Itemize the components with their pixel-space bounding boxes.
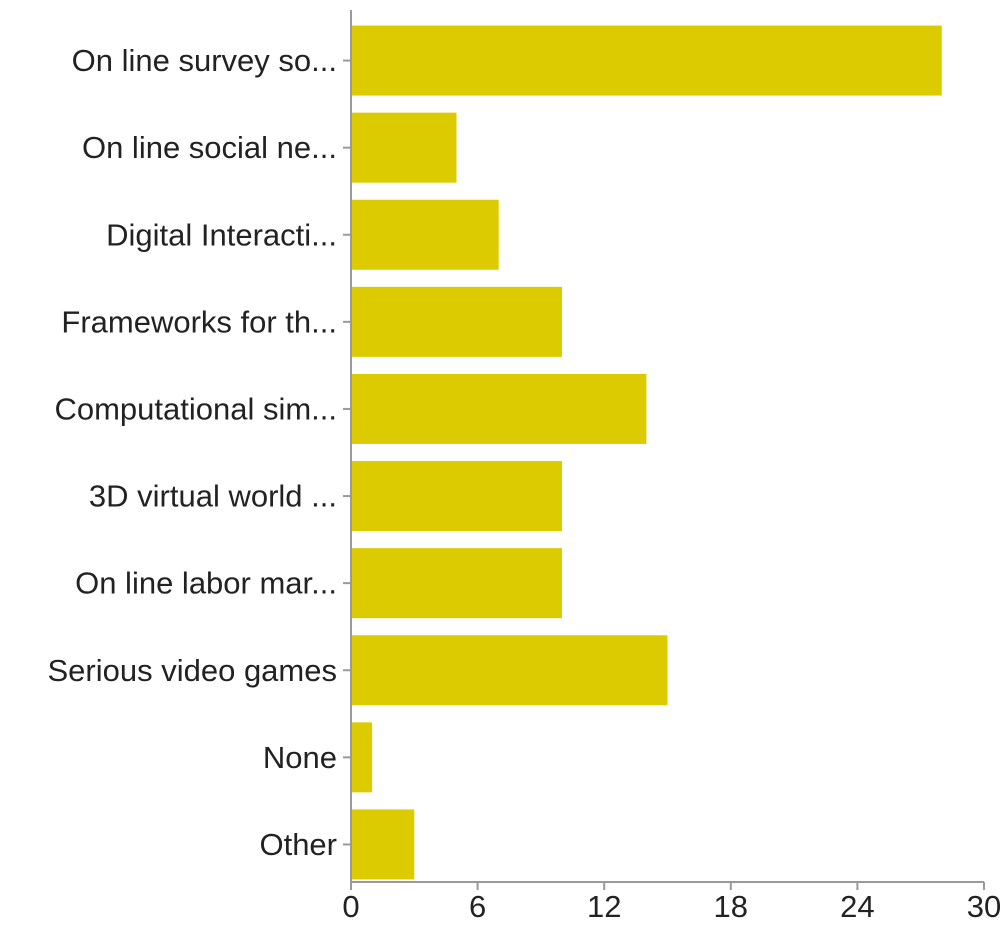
bar-4 bbox=[351, 373, 647, 444]
bar-2 bbox=[351, 199, 499, 270]
category-label-8: None bbox=[263, 740, 337, 775]
bar-8 bbox=[351, 722, 373, 793]
x-tick-label-5: 30 bbox=[967, 889, 1001, 924]
category-label-0: On line survey so... bbox=[72, 43, 337, 78]
category-label-4: Computational sim... bbox=[54, 391, 337, 426]
category-label-1: On line social ne... bbox=[82, 130, 337, 165]
bar-9 bbox=[351, 809, 415, 880]
x-axis-ticks: 0 6 12 18 24 30 bbox=[342, 882, 1001, 924]
bar-6 bbox=[351, 548, 562, 619]
bar-7 bbox=[351, 635, 668, 706]
bars-group bbox=[351, 25, 942, 880]
x-tick-label-1: 6 bbox=[469, 889, 486, 924]
bar-0 bbox=[351, 25, 942, 96]
category-label-3: Frameworks for th... bbox=[61, 304, 337, 339]
category-label-6: On line labor mar... bbox=[75, 566, 337, 601]
category-labels: On line survey so... On line social ne...… bbox=[48, 43, 351, 862]
x-tick-label-4: 24 bbox=[840, 889, 874, 924]
x-tick-label-2: 12 bbox=[587, 889, 621, 924]
x-tick-label-3: 18 bbox=[714, 889, 748, 924]
category-label-7: Serious video games bbox=[48, 653, 338, 688]
bar-5 bbox=[351, 461, 562, 532]
bar-3 bbox=[351, 286, 562, 357]
category-label-9: Other bbox=[259, 827, 337, 862]
category-label-5: 3D virtual world ... bbox=[89, 479, 337, 514]
category-label-2: Digital Interacti... bbox=[106, 217, 337, 252]
bar-1 bbox=[351, 112, 457, 183]
x-tick-label-0: 0 bbox=[342, 889, 359, 924]
